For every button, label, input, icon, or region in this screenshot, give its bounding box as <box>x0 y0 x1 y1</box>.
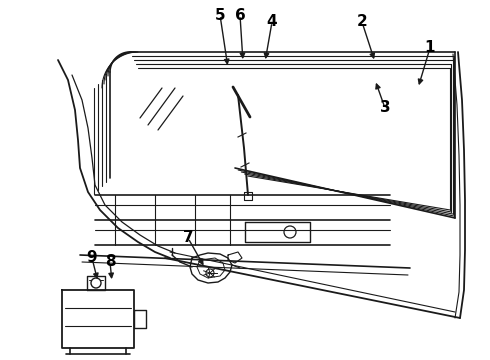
Text: 5: 5 <box>215 8 225 22</box>
Text: 1: 1 <box>425 40 435 55</box>
Text: 3: 3 <box>380 100 391 116</box>
Text: 9: 9 <box>87 251 98 266</box>
Circle shape <box>91 278 101 288</box>
Text: 4: 4 <box>267 14 277 30</box>
Text: 2: 2 <box>357 14 368 30</box>
Text: 8: 8 <box>105 255 115 270</box>
Text: 7: 7 <box>183 230 194 246</box>
Text: 6: 6 <box>235 8 245 22</box>
